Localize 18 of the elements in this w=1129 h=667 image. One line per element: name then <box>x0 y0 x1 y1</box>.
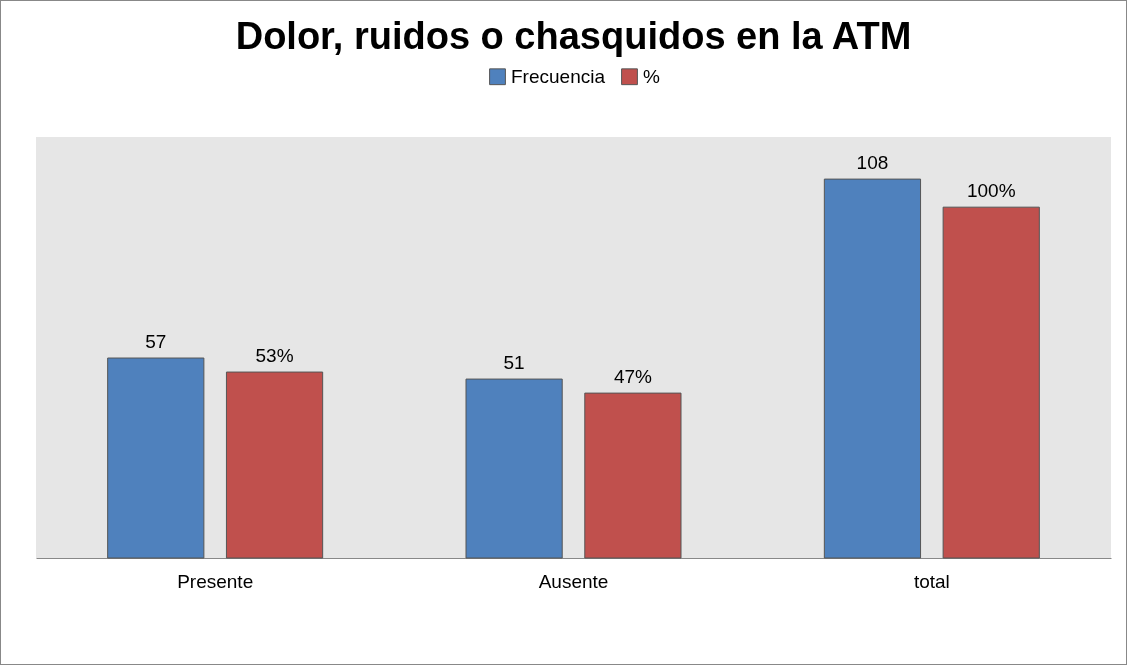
legend-label: % <box>643 65 660 87</box>
bar <box>823 178 922 559</box>
bar <box>107 357 205 559</box>
legend-label: Frecuencia <box>511 65 606 87</box>
x-tick-label: Presente <box>177 570 254 592</box>
bar <box>225 371 324 559</box>
chart-title: Dolor, ruidos o chasquidos en la ATM <box>235 15 912 57</box>
data-label: 108 <box>856 152 889 174</box>
bar <box>942 206 1040 559</box>
data-label: 100% <box>966 180 1016 202</box>
data-label: 51 <box>503 352 525 374</box>
data-label: 57 <box>145 331 167 353</box>
bar <box>584 392 682 559</box>
x-tick-label: total <box>913 570 950 592</box>
data-label: 47% <box>613 366 653 388</box>
bar <box>465 378 563 559</box>
x-tick-label: Ausente <box>538 570 609 592</box>
data-label: 53% <box>255 345 294 367</box>
